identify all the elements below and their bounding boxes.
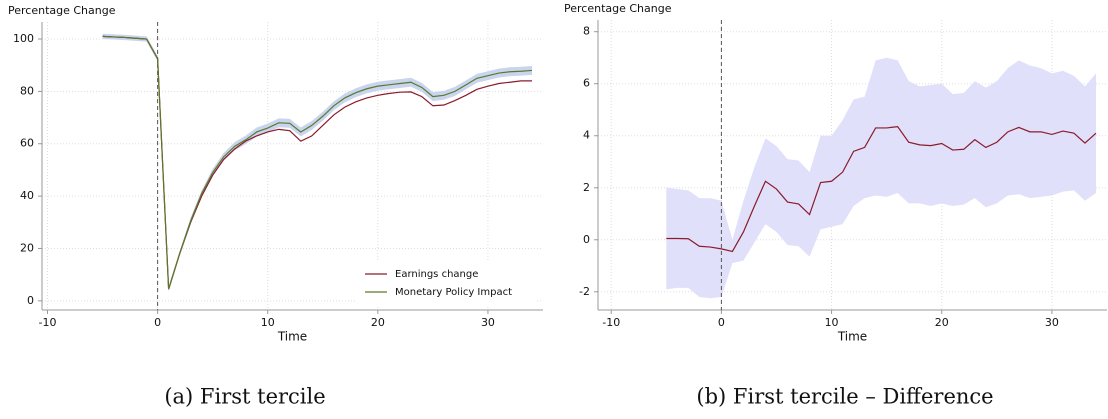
x-tick-label: 10 bbox=[261, 316, 275, 329]
y-tick-label: 60 bbox=[20, 137, 34, 150]
y-axis-title: Percentage Change bbox=[564, 2, 672, 15]
y-tick-label: 6 bbox=[583, 77, 590, 90]
x-tick-label: 20 bbox=[935, 316, 949, 329]
y-tick-label: 0 bbox=[583, 233, 590, 246]
y-tick-label: 100 bbox=[13, 32, 34, 45]
x-tick-label: 10 bbox=[825, 316, 839, 329]
x-tick-label: 30 bbox=[1045, 316, 1059, 329]
legend-label: Earnings change bbox=[395, 269, 478, 280]
y-tick-label: 80 bbox=[20, 84, 34, 97]
y-tick-label: 0 bbox=[27, 294, 34, 307]
y-tick-label: 40 bbox=[20, 189, 34, 202]
x-tick-label: -10 bbox=[39, 316, 57, 329]
x-tick-label: 0 bbox=[718, 316, 725, 329]
y-axis-title: Percentage Change bbox=[8, 4, 116, 17]
x-axis-title: Time bbox=[277, 330, 307, 344]
caption: (a) First tercile bbox=[164, 385, 325, 409]
x-axis-title: Time bbox=[837, 330, 867, 344]
y-tick-label: 20 bbox=[20, 241, 34, 254]
x-tick-label: 0 bbox=[154, 316, 161, 329]
y-tick-label: 2 bbox=[583, 181, 590, 194]
caption: (b) First tercile – Difference bbox=[696, 385, 993, 409]
line bbox=[666, 125, 1097, 253]
x-tick-label: -10 bbox=[602, 316, 620, 329]
x-tick-label: 30 bbox=[481, 316, 495, 329]
confidence-band bbox=[666, 57, 1096, 299]
line bbox=[102, 35, 533, 290]
y-tick-label: 4 bbox=[583, 129, 590, 142]
y-tick-label: -2 bbox=[579, 285, 590, 298]
x-tick-label: 20 bbox=[371, 316, 385, 329]
legend bbox=[357, 262, 537, 306]
legend-label: Monetary Policy Impact bbox=[395, 287, 512, 298]
y-tick-label: 8 bbox=[583, 25, 590, 38]
